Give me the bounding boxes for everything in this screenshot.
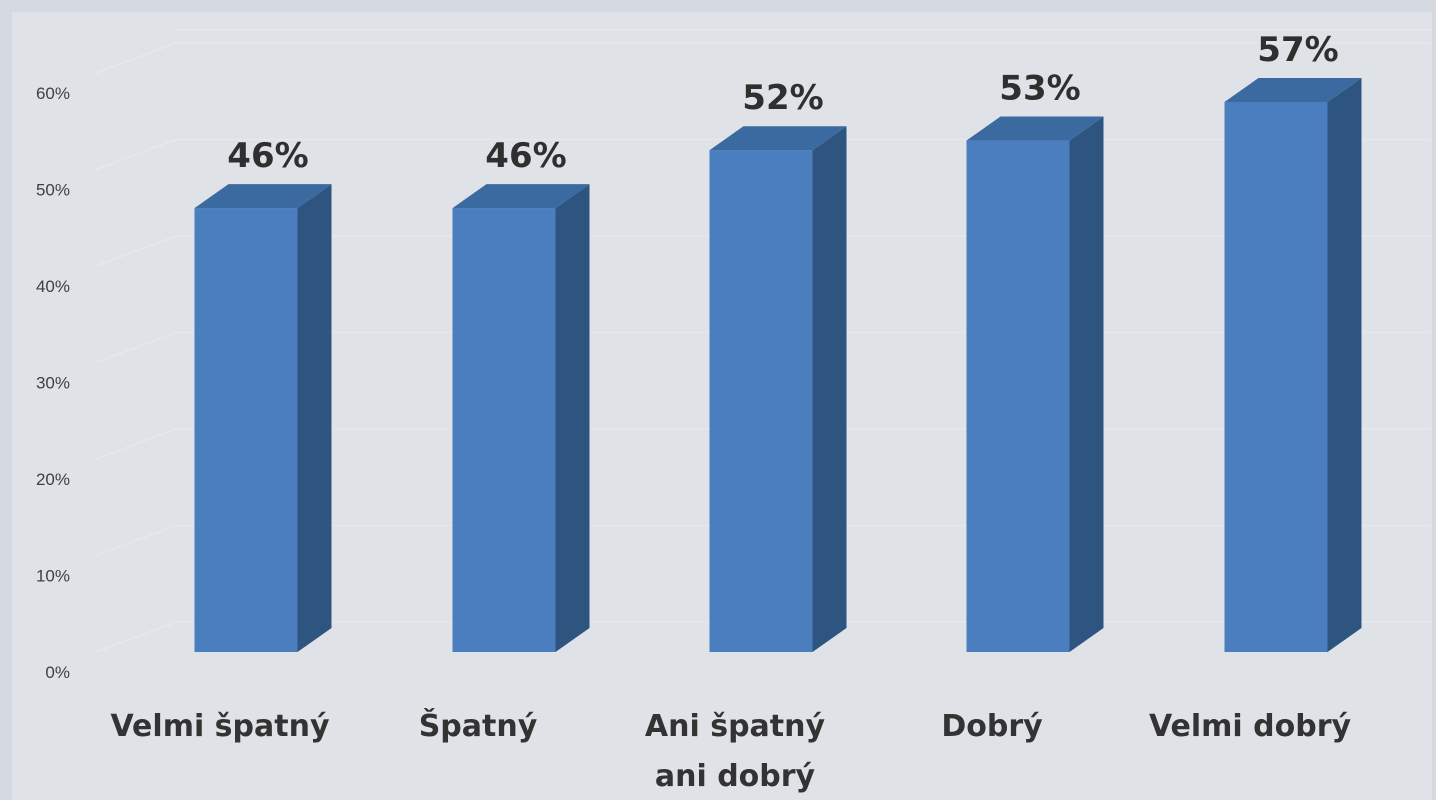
bar-side [297, 184, 332, 652]
data-label: 46% [485, 136, 566, 176]
y-tick-label: 60% [36, 84, 70, 103]
x-tick-label: Ani špatný [645, 709, 826, 744]
bar-front [709, 150, 813, 652]
bar-front [194, 208, 298, 652]
bar-top [1224, 77, 1362, 102]
y-tick-label: 40% [36, 277, 70, 296]
gridline [95, 42, 1430, 74]
y-tick-label: 30% [36, 374, 70, 393]
x-tick-label: Špatný [419, 707, 538, 744]
data-label: 53% [999, 69, 1080, 109]
bar-top [966, 116, 1104, 141]
bar-side [555, 184, 590, 652]
data-label: 57% [1257, 30, 1338, 70]
bar-top [452, 184, 590, 209]
bar-front [1224, 101, 1328, 652]
y-tick-label: 20% [36, 470, 70, 489]
x-tick-label: Velmi dobrý [1149, 709, 1352, 744]
bar-side [1069, 116, 1104, 653]
x-tick-label: ani dobrý [655, 759, 816, 794]
bar-front [452, 208, 556, 652]
bar-side [812, 126, 847, 652]
x-tick-label: Dobrý [941, 709, 1043, 744]
bar-side [1327, 77, 1362, 652]
y-tick-label: 0% [45, 663, 70, 682]
data-label: 52% [742, 78, 823, 118]
y-tick-label: 10% [36, 567, 70, 586]
data-label: 46% [227, 136, 308, 176]
bar-front [966, 140, 1070, 653]
y-tick-label: 50% [36, 181, 70, 200]
bar-top [194, 184, 332, 209]
x-tick-label: Velmi špatný [110, 709, 329, 744]
bar-top [709, 126, 847, 151]
